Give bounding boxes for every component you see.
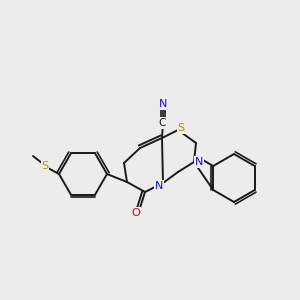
Text: N: N <box>195 157 203 167</box>
Text: N: N <box>155 181 163 191</box>
Text: N: N <box>159 99 167 109</box>
Text: S: S <box>41 161 49 171</box>
Text: C: C <box>158 118 166 128</box>
Text: S: S <box>177 123 184 133</box>
Text: O: O <box>132 208 140 218</box>
